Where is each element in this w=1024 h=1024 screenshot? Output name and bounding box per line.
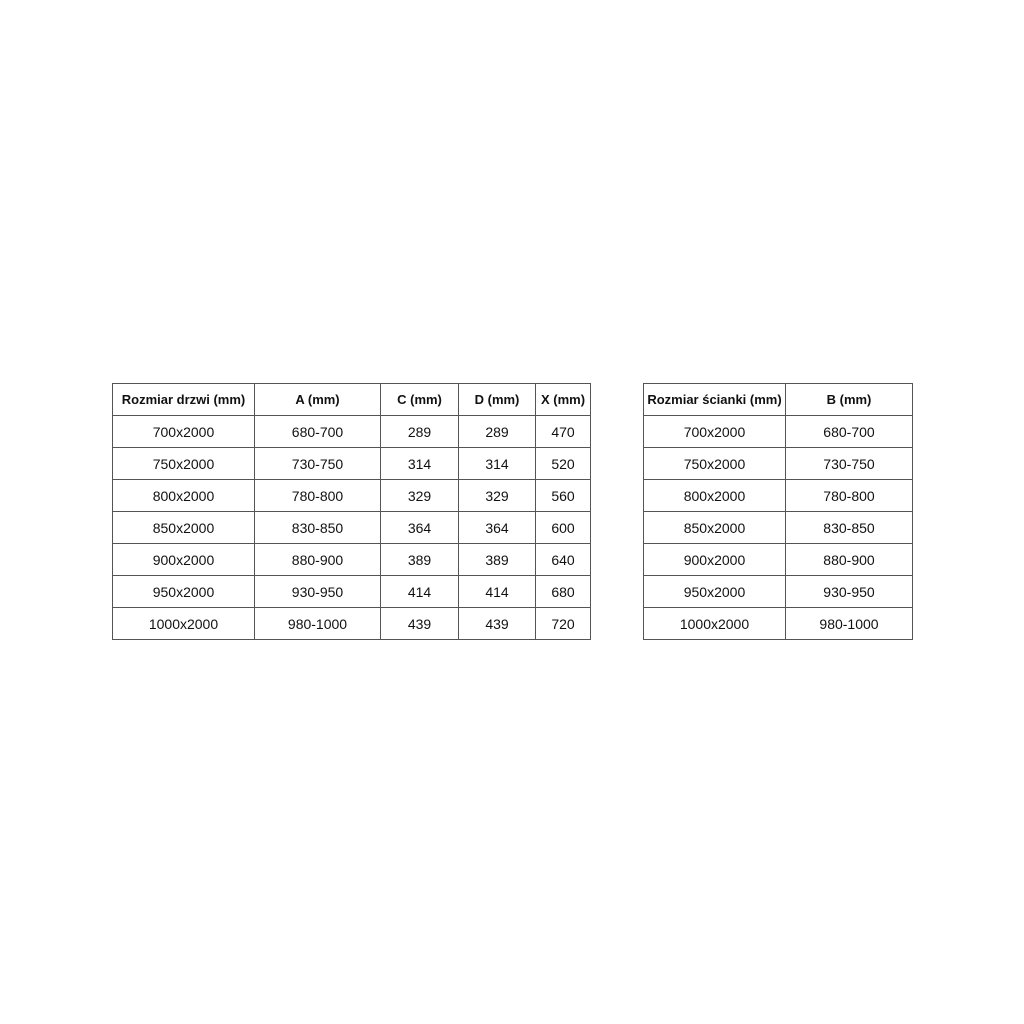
- table-cell: 830-850: [785, 511, 913, 544]
- table-cell: 850x2000: [112, 511, 255, 544]
- table-cell: 950x2000: [643, 575, 786, 608]
- table-cell: 750x2000: [112, 447, 255, 480]
- table-cell: 930-950: [254, 575, 381, 608]
- table-cell: 680: [535, 575, 591, 608]
- column-header: Rozmiar drzwi (mm): [112, 383, 255, 416]
- table-cell: 314: [458, 447, 536, 480]
- table-cell: 329: [458, 479, 536, 512]
- table-row: 750x2000 730-750 314 314 520: [112, 447, 591, 480]
- table-cell: 600: [535, 511, 591, 544]
- table-cell: 800x2000: [643, 479, 786, 512]
- table-row: 850x2000 830-850 364 364 600: [112, 511, 591, 544]
- table-cell: 780-800: [254, 479, 381, 512]
- table-row: 900x2000 880-900: [643, 543, 913, 576]
- table-cell: 900x2000: [643, 543, 786, 576]
- table-cell: 730-750: [254, 447, 381, 480]
- table-cell: 700x2000: [643, 415, 786, 448]
- table-row: 1000x2000 980-1000: [643, 607, 913, 640]
- table-cell: 680-700: [785, 415, 913, 448]
- table-cell: 780-800: [785, 479, 913, 512]
- table-row: 850x2000 830-850: [643, 511, 913, 544]
- table-cell: 470: [535, 415, 591, 448]
- table-cell: 750x2000: [643, 447, 786, 480]
- table-cell: 289: [380, 415, 459, 448]
- column-header: X (mm): [535, 383, 591, 416]
- table-cell: 900x2000: [112, 543, 255, 576]
- table-row: 900x2000 880-900 389 389 640: [112, 543, 591, 576]
- table-cell: 389: [380, 543, 459, 576]
- table-cell: 730-750: [785, 447, 913, 480]
- table-cell: 880-900: [785, 543, 913, 576]
- table-row: 1000x2000 980-1000 439 439 720: [112, 607, 591, 640]
- table-cell: 980-1000: [254, 607, 381, 640]
- table-cell: 800x2000: [112, 479, 255, 512]
- table-cell: 950x2000: [112, 575, 255, 608]
- table-row: 800x2000 780-800 329 329 560: [112, 479, 591, 512]
- table-row: 950x2000 930-950: [643, 575, 913, 608]
- table-cell: 439: [458, 607, 536, 640]
- table-cell: 980-1000: [785, 607, 913, 640]
- table-row: 700x2000 680-700: [643, 415, 913, 448]
- table-cell: 1000x2000: [643, 607, 786, 640]
- table-row: 800x2000 780-800: [643, 479, 913, 512]
- table-cell: 414: [380, 575, 459, 608]
- table-cell: 700x2000: [112, 415, 255, 448]
- table-row: 700x2000 680-700 289 289 470: [112, 415, 591, 448]
- wall-size-table: Rozmiar ścianki (mm) B (mm) 700x2000 680-7…: [643, 383, 913, 640]
- table-cell: 1000x2000: [112, 607, 255, 640]
- column-header: C (mm): [380, 383, 459, 416]
- column-header: A (mm): [254, 383, 381, 416]
- table-cell: 830-850: [254, 511, 381, 544]
- table-cell: 314: [380, 447, 459, 480]
- door-size-table: Rozmiar drzwi (mm) A (mm) C (mm) D (mm) X (m…: [112, 383, 591, 640]
- table-cell: 930-950: [785, 575, 913, 608]
- header-row: Rozmiar drzwi (mm) A (mm) C (mm) D (mm) X (m…: [112, 383, 591, 416]
- table-cell: 680-700: [254, 415, 381, 448]
- table-row: 750x2000 730-750: [643, 447, 913, 480]
- column-header: D (mm): [458, 383, 536, 416]
- table-cell: 850x2000: [643, 511, 786, 544]
- header-row: Rozmiar ścianki (mm) B (mm): [643, 383, 913, 416]
- table-cell: 720: [535, 607, 591, 640]
- table-cell: 389: [458, 543, 536, 576]
- table-cell: 439: [380, 607, 459, 640]
- table-cell: 640: [535, 543, 591, 576]
- table-cell: 560: [535, 479, 591, 512]
- table-cell: 880-900: [254, 543, 381, 576]
- column-header: Rozmiar ścianki (mm): [643, 383, 786, 416]
- column-header: B (mm): [785, 383, 913, 416]
- table-cell: 364: [458, 511, 536, 544]
- table-row: 950x2000 930-950 414 414 680: [112, 575, 591, 608]
- table-cell: 289: [458, 415, 536, 448]
- table-cell: 414: [458, 575, 536, 608]
- table-cell: 329: [380, 479, 459, 512]
- table-cell: 520: [535, 447, 591, 480]
- table-cell: 364: [380, 511, 459, 544]
